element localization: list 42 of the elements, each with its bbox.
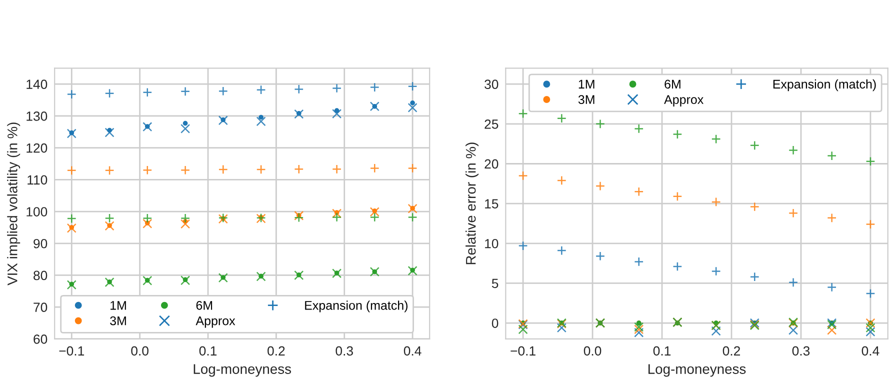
x-tick-label: 0.3: [336, 346, 353, 356]
y-tick-label: 100: [26, 207, 48, 216]
y-axis-title: Relative error (in %): [466, 142, 478, 264]
y-tick-label: 15: [485, 199, 498, 208]
x-tick-label: 0.1: [653, 346, 671, 356]
x-tick-label: 0.0: [584, 346, 602, 356]
y-tick-label: 25: [484, 119, 498, 129]
legend-label: 6M: [664, 80, 680, 89]
x-tick-label: 0.4: [404, 346, 422, 356]
y-tick-label: 0: [492, 318, 498, 328]
x-tick-label: −0.1: [59, 346, 84, 356]
x-tick-label: 0.2: [268, 346, 285, 356]
y-tick-label: 5: [492, 278, 498, 288]
x-tick-label: 0.4: [862, 346, 880, 356]
y-tick-label: 70: [34, 302, 48, 312]
x-tick-label: 0.2: [722, 346, 740, 356]
legend-label: Approx: [664, 95, 704, 106]
y-tick-label: 140: [26, 80, 48, 90]
legend-label: 1M: [578, 80, 594, 88]
legend-label: Expansion (match): [773, 79, 876, 92]
x-tick-label: 0.3: [792, 346, 810, 356]
x-tick-label: 0.0: [131, 346, 148, 356]
x-tick-label: 0.1: [199, 346, 217, 356]
y-tick-label: 20: [484, 159, 498, 169]
y-tick-label: 130: [26, 112, 48, 121]
y-tick-label: 110: [28, 175, 48, 185]
legend-label: 3M: [578, 95, 594, 104]
x-axis-title: Log-moneyness: [648, 364, 746, 377]
x-axis-title: Log-moneyness: [194, 364, 292, 377]
y-tick-label: 10: [485, 238, 498, 248]
legend-label: Expansion (match): [305, 300, 408, 312]
y-tick-label: 80: [34, 270, 48, 280]
y-tick-label: 30: [484, 80, 498, 90]
y-axis-title: VIX implied volatility (in %): [7, 122, 20, 286]
legend-label: 6M: [196, 300, 212, 310]
y-tick-label: 90: [34, 238, 48, 248]
y-tick-label: 60: [34, 334, 48, 344]
legend-label: Approx: [196, 316, 236, 328]
y-tick-label: 120: [26, 143, 48, 153]
legend-label: 3M: [110, 316, 126, 326]
legend-label: 1M: [110, 301, 126, 310]
x-tick-label: −0.1: [510, 346, 536, 356]
